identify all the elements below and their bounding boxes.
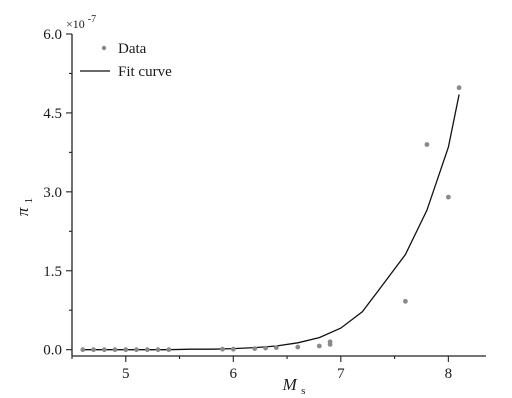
axes <box>71 34 486 357</box>
y-tick-label: 1.5 <box>43 264 62 280</box>
data-point <box>327 339 333 345</box>
fit-curve-layer <box>82 94 460 351</box>
x-axis-label-sub: s <box>301 385 305 397</box>
y-tick-label: 3.0 <box>43 185 62 201</box>
y-multiplier-label: ×10 -7 <box>66 14 96 31</box>
y-axis-label-sub: 1 <box>23 198 35 204</box>
y-axis-label: π 1 <box>13 198 35 216</box>
data-point <box>134 347 139 353</box>
data-point <box>230 346 236 352</box>
x-tick-label: 6 <box>230 366 238 382</box>
x-tick-label: 8 <box>445 366 453 382</box>
y-multiplier-exp: -7 <box>88 14 96 25</box>
legend-data-marker <box>101 45 107 51</box>
data-point <box>166 347 172 353</box>
legend-label-fit: Fit curve <box>118 64 172 80</box>
legend-label-data: Data <box>118 41 147 57</box>
data-point <box>456 85 462 91</box>
data-point <box>112 347 118 353</box>
y-multiplier-base: ×10 <box>66 17 85 31</box>
data-point <box>252 346 258 351</box>
data-point <box>80 347 86 353</box>
y-tick-label: 0.0 <box>43 343 62 359</box>
data-point <box>295 344 301 350</box>
data-point <box>220 346 225 352</box>
data-point <box>316 343 322 349</box>
data-point <box>424 142 430 147</box>
data-point <box>263 345 268 351</box>
data-point <box>144 347 150 353</box>
y-axis-label-main: π <box>13 207 32 216</box>
data-point <box>403 298 408 304</box>
legend: Data Fit curve <box>80 41 172 80</box>
ticks: 5 6 7 8 0.0 1.5 3.0 4.5 6.0 <box>43 27 452 382</box>
data-point <box>273 345 279 350</box>
data-point <box>123 347 129 353</box>
x-axis-label-main: M <box>282 375 298 394</box>
data-point <box>101 347 107 353</box>
fit-curve-line <box>82 94 460 351</box>
data-points-layer <box>80 85 462 353</box>
y-tick-label: 4.5 <box>43 106 62 122</box>
data-point <box>91 347 96 353</box>
data-point <box>155 347 161 353</box>
x-tick-label: 5 <box>122 366 130 382</box>
x-tick-label: 7 <box>337 366 345 382</box>
y-tick-label: 6.0 <box>43 27 62 43</box>
data-point <box>446 194 451 200</box>
x-axis-label: M s <box>282 375 306 397</box>
